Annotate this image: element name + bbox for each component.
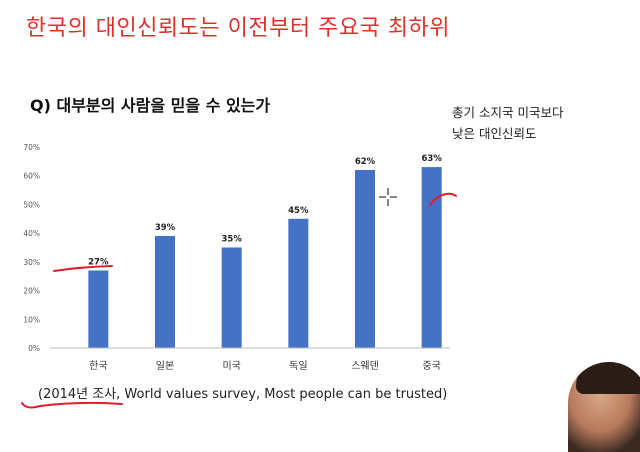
y-tick-label: 50% <box>23 200 40 209</box>
y-tick-label: 60% <box>23 172 40 181</box>
underline-source-annotation <box>21 401 123 409</box>
x-tick-label: 일본 <box>156 360 174 372</box>
source-caption: (2014년 조사, World values survey, Most peo… <box>38 383 447 402</box>
y-tick-label: 10% <box>23 315 40 324</box>
bar <box>421 167 442 348</box>
x-tick-labels: 한국 일본 미국 독일 스웨덴 중국 <box>89 360 441 372</box>
data-label: 27% <box>88 257 109 267</box>
bar <box>221 247 242 348</box>
bar <box>288 218 309 348</box>
bar-series <box>88 167 442 348</box>
x-tick-label: 한국 <box>89 360 107 372</box>
data-label: 39% <box>155 223 176 233</box>
presenter-webcam <box>568 362 640 452</box>
y-tick-label: 0% <box>28 344 40 353</box>
y-tick-label: 70% <box>23 143 40 152</box>
data-label: 35% <box>221 235 242 245</box>
underline-korea-annotation <box>53 265 113 272</box>
mark-china-annotation <box>429 192 457 206</box>
bar <box>88 270 109 348</box>
x-tick-label: 독일 <box>289 360 307 372</box>
y-tick-label: 30% <box>23 258 40 267</box>
data-labels: 27% 39% 35% 45% 62% 63% <box>88 154 442 267</box>
y-tick-label: 40% <box>23 229 40 238</box>
x-tick-label: 중국 <box>422 360 440 372</box>
y-axis: 0% 10% 20% 30% 40% 50% 60% 70% <box>23 143 40 353</box>
data-label: 62% <box>355 157 376 167</box>
slide-title: 한국의 대인신뢰도는 이전부터 주요국 최하위 <box>26 16 451 41</box>
bar-chart: 0% 10% 20% 30% 40% 50% 60% 70% 27% 39% 35% 45% 62% 6… <box>21 143 457 409</box>
handwritten-annotations <box>21 192 457 409</box>
crosshair-cursor-icon <box>379 188 397 206</box>
side-note-line-2: 낮은 대인신뢰도 <box>452 126 537 141</box>
y-tick-label: 20% <box>23 287 40 296</box>
bar <box>155 236 175 348</box>
data-label: 63% <box>421 154 442 164</box>
side-note: 총기 소지국 미국보다 낮은 대인신뢰도 <box>452 102 622 144</box>
x-tick-label: 스웨덴 <box>351 360 379 372</box>
side-note-line-1: 총기 소지국 미국보다 <box>452 105 564 120</box>
data-label: 45% <box>288 206 309 216</box>
chart-question: Q) 대부분의 사람을 믿을 수 있는가 <box>30 96 271 115</box>
source-year: (2014년 조사 <box>38 387 117 402</box>
x-tick-label: 미국 <box>222 360 240 372</box>
source-detail: , World values survey, Most people can b… <box>116 387 448 402</box>
bar <box>355 169 375 348</box>
